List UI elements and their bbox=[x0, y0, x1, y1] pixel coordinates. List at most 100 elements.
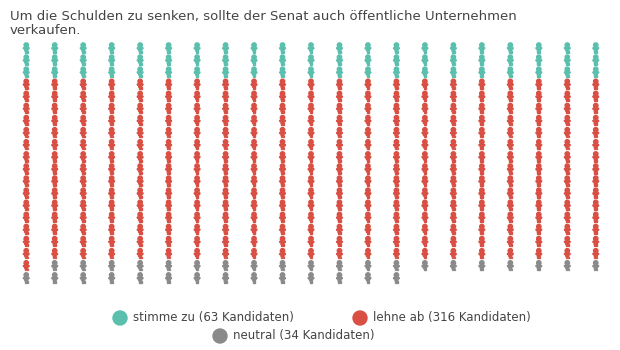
Polygon shape bbox=[398, 96, 399, 98]
Polygon shape bbox=[482, 75, 483, 77]
Polygon shape bbox=[170, 132, 172, 134]
Polygon shape bbox=[285, 205, 286, 206]
Polygon shape bbox=[337, 84, 338, 85]
Polygon shape bbox=[251, 60, 252, 61]
Polygon shape bbox=[482, 184, 483, 186]
Polygon shape bbox=[281, 60, 285, 63]
Polygon shape bbox=[566, 244, 567, 246]
Polygon shape bbox=[252, 265, 256, 268]
Polygon shape bbox=[480, 232, 482, 234]
Polygon shape bbox=[55, 111, 56, 113]
Polygon shape bbox=[398, 108, 399, 110]
Polygon shape bbox=[337, 253, 338, 255]
Polygon shape bbox=[598, 156, 599, 158]
Circle shape bbox=[166, 237, 170, 241]
Polygon shape bbox=[425, 220, 427, 222]
Polygon shape bbox=[27, 268, 28, 271]
Circle shape bbox=[451, 43, 456, 47]
Circle shape bbox=[110, 128, 114, 132]
Polygon shape bbox=[110, 148, 112, 149]
Polygon shape bbox=[56, 48, 58, 49]
Polygon shape bbox=[82, 172, 83, 174]
Polygon shape bbox=[142, 120, 143, 122]
Polygon shape bbox=[539, 184, 540, 186]
Polygon shape bbox=[197, 172, 198, 174]
Polygon shape bbox=[451, 132, 455, 135]
Polygon shape bbox=[423, 168, 427, 172]
Circle shape bbox=[195, 237, 199, 241]
Circle shape bbox=[451, 248, 456, 253]
Polygon shape bbox=[228, 156, 229, 158]
Circle shape bbox=[394, 128, 399, 132]
Polygon shape bbox=[509, 63, 510, 65]
Polygon shape bbox=[53, 208, 55, 210]
Polygon shape bbox=[53, 84, 56, 87]
Polygon shape bbox=[311, 281, 312, 282]
Circle shape bbox=[53, 224, 57, 229]
Polygon shape bbox=[194, 253, 195, 255]
Polygon shape bbox=[53, 135, 55, 137]
Polygon shape bbox=[397, 172, 398, 174]
Polygon shape bbox=[539, 63, 540, 65]
Circle shape bbox=[280, 55, 285, 60]
Polygon shape bbox=[169, 172, 170, 174]
Polygon shape bbox=[538, 268, 539, 271]
Polygon shape bbox=[80, 96, 81, 98]
Polygon shape bbox=[394, 108, 398, 111]
Polygon shape bbox=[541, 156, 542, 158]
Polygon shape bbox=[565, 132, 569, 135]
Polygon shape bbox=[112, 148, 113, 149]
Polygon shape bbox=[23, 72, 24, 74]
Polygon shape bbox=[56, 168, 58, 170]
Circle shape bbox=[24, 116, 29, 120]
Circle shape bbox=[252, 164, 256, 168]
Polygon shape bbox=[24, 265, 28, 268]
Polygon shape bbox=[484, 48, 485, 49]
Polygon shape bbox=[398, 217, 399, 219]
Polygon shape bbox=[454, 124, 455, 125]
Polygon shape bbox=[24, 181, 28, 184]
Polygon shape bbox=[281, 160, 282, 161]
Polygon shape bbox=[538, 75, 539, 77]
Polygon shape bbox=[167, 48, 170, 51]
Polygon shape bbox=[366, 60, 370, 63]
Polygon shape bbox=[480, 111, 482, 113]
Polygon shape bbox=[55, 148, 56, 149]
Polygon shape bbox=[226, 160, 227, 161]
Polygon shape bbox=[197, 63, 198, 65]
Polygon shape bbox=[427, 217, 428, 219]
Circle shape bbox=[394, 224, 399, 229]
Polygon shape bbox=[312, 168, 314, 170]
Polygon shape bbox=[253, 75, 254, 77]
Polygon shape bbox=[51, 241, 53, 243]
Polygon shape bbox=[195, 156, 199, 160]
Polygon shape bbox=[422, 144, 423, 146]
Circle shape bbox=[537, 140, 541, 144]
Polygon shape bbox=[598, 60, 599, 61]
Polygon shape bbox=[338, 120, 342, 124]
Circle shape bbox=[508, 176, 513, 180]
Polygon shape bbox=[252, 241, 256, 244]
Polygon shape bbox=[27, 184, 28, 186]
Polygon shape bbox=[199, 181, 200, 182]
Polygon shape bbox=[398, 181, 399, 182]
Polygon shape bbox=[507, 181, 508, 182]
Polygon shape bbox=[223, 241, 224, 243]
Polygon shape bbox=[479, 205, 480, 206]
Circle shape bbox=[366, 212, 370, 217]
Polygon shape bbox=[226, 281, 227, 282]
Circle shape bbox=[309, 273, 313, 277]
Polygon shape bbox=[51, 168, 53, 170]
Polygon shape bbox=[365, 84, 366, 85]
Circle shape bbox=[195, 116, 199, 120]
Polygon shape bbox=[451, 144, 455, 148]
Circle shape bbox=[480, 237, 484, 241]
Polygon shape bbox=[393, 217, 395, 219]
Polygon shape bbox=[482, 257, 483, 258]
Polygon shape bbox=[366, 244, 368, 246]
Polygon shape bbox=[423, 196, 425, 198]
Polygon shape bbox=[252, 144, 256, 148]
Polygon shape bbox=[366, 48, 370, 51]
Polygon shape bbox=[308, 120, 309, 122]
Polygon shape bbox=[538, 63, 539, 65]
